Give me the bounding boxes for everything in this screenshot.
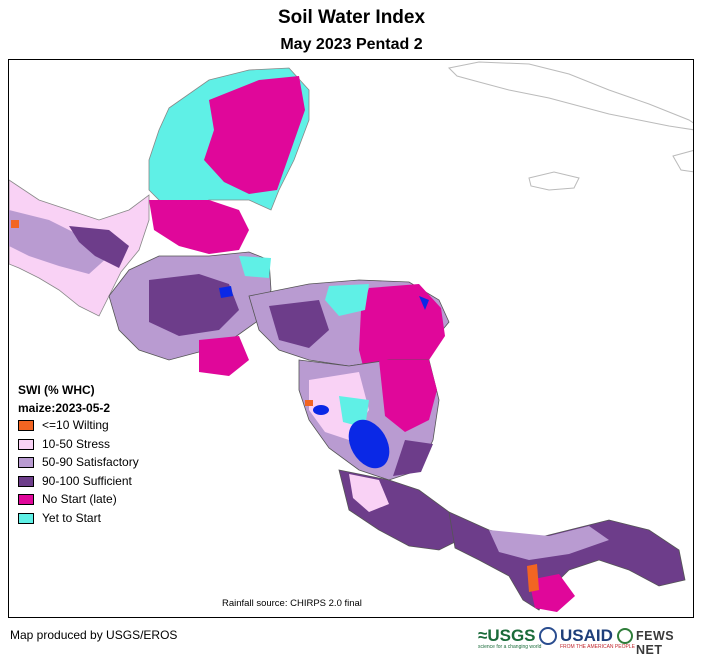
map-title: Soil Water Index [277, 7, 426, 28]
honduras-sufficient [269, 300, 329, 348]
hispaniola-outline [672, 150, 693, 173]
map-credit: Map produced by USGS/EROS [10, 628, 178, 642]
legend-swatch [18, 512, 34, 524]
wilting-patch-mexico [11, 220, 19, 228]
wilting-patch-nicaragua [305, 400, 313, 406]
legend-swatch [18, 494, 34, 506]
map-legend: SWI (% WHC) maize:2023-05-2 <=10 Wilting… [18, 381, 188, 529]
panama-wilting [527, 564, 539, 592]
central-america-map [9, 61, 693, 612]
usaid-tagline: FROM THE AMERICAN PEOPLE [560, 644, 635, 650]
legend-label: Yet to Start [42, 510, 101, 525]
water-body-guatemala [219, 286, 233, 298]
nicaragua-east-sufficient [393, 440, 433, 476]
lake-nicaragua [348, 419, 390, 469]
map-subtitle: May 2023 Pentad 2 [280, 36, 423, 53]
mexico-south-stress [9, 210, 109, 274]
panama-late-start [529, 574, 575, 612]
guatemala-yet-to-start [239, 256, 271, 278]
map-panel [8, 59, 694, 618]
water-body-honduras [419, 296, 429, 310]
fews-globe-icon [617, 628, 633, 644]
legend-item-stress: 10-50 Stress [18, 436, 188, 455]
legend-item-wilting: <=10 Wilting [18, 417, 188, 436]
yucatan-late-start-south [149, 200, 249, 254]
nicaragua-late-start [379, 360, 437, 432]
cuba-outline [447, 61, 693, 131]
jamaica-outline [528, 171, 580, 191]
legend-item-sufficient: 90-100 Sufficient [18, 473, 188, 492]
legend-label: No Start (late) [42, 492, 117, 507]
legend-item-satisfactory: 50-90 Satisfactory [18, 454, 188, 473]
legend-crop: maize:2023-05-2 [18, 401, 111, 415]
lake-managua [313, 405, 329, 415]
usgs-logo: ≈USGS [478, 626, 536, 645]
mexico-interior-sufficient [69, 226, 129, 268]
yucatan-late-start [204, 76, 305, 194]
usaid-seal-icon [539, 627, 557, 645]
usaid-logo: USAID [560, 626, 613, 645]
legend-item-yet-to-start: Yet to Start [18, 510, 188, 529]
costa-rica-stress [349, 474, 389, 512]
legend-label: <=10 Wilting [42, 418, 109, 432]
agency-logos: ≈USGS science for a changing world USAID… [478, 623, 698, 657]
el-salvador-late-start [199, 336, 249, 376]
legend-swatch [18, 438, 34, 450]
honduras-yet-to-start [325, 284, 369, 316]
legend-item-no-start: No Start (late) [18, 491, 188, 510]
usgs-tagline: science for a changing world [478, 644, 542, 650]
legend-label: 10-50 Stress [42, 436, 111, 451]
legend-title: SWI (% WHC) [18, 383, 95, 397]
legend-swatch [18, 420, 34, 431]
legend-swatch [18, 475, 34, 487]
rainfall-source: Rainfall source: CHIRPS 2.0 final [222, 598, 362, 609]
legend-swatch [18, 457, 34, 469]
guatemala-sufficient [149, 274, 239, 336]
legend-label: 90-100 Sufficient [42, 473, 132, 488]
panama-satisfactory [489, 526, 609, 560]
legend-label: 50-90 Satisfactory [42, 455, 139, 470]
fews-net-logo: FEWS NET [636, 629, 675, 657]
